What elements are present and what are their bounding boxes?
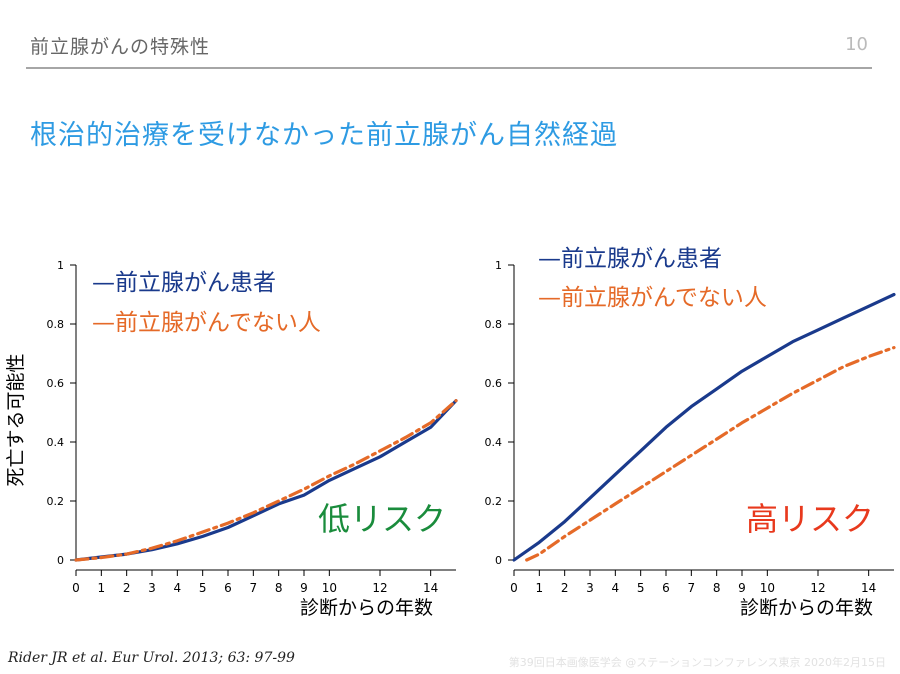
chart2-x-tick-label: 3 bbox=[586, 581, 594, 595]
chart1-x-tick-label: 8 bbox=[275, 581, 283, 595]
chart2-y-tick-label: 0.6 bbox=[485, 377, 503, 390]
chart2-non-patient-line bbox=[525, 346, 896, 562]
chart1-x-tick-label: 2 bbox=[123, 581, 131, 595]
page-number: 10 bbox=[845, 34, 868, 55]
chart2-y-tick-label: 1 bbox=[495, 259, 502, 272]
chart2-x-tick-label: 14 bbox=[861, 581, 876, 595]
section-title: 前立腺がんの特殊性 bbox=[30, 36, 211, 58]
chart2-x-tick-label: 10 bbox=[760, 581, 775, 595]
chart1-legend-entry: —前立腺がんでない人 bbox=[92, 310, 321, 336]
chart1-legend-entry: —前立腺がん患者 bbox=[92, 270, 276, 296]
chart2-x-tick-label: 12 bbox=[810, 581, 825, 595]
chart2-x-tick-label: 7 bbox=[688, 581, 696, 595]
chart2-y-tick-label: 0.2 bbox=[485, 495, 503, 508]
chart1-y-axis-label: 死亡する可能性 bbox=[5, 353, 27, 486]
chart2-risk-label: 高リスク bbox=[746, 500, 874, 538]
chart1-x-tick-label: 4 bbox=[174, 581, 182, 595]
chart1-non-patient-line bbox=[74, 399, 458, 562]
chart1-x-tick-label: 5 bbox=[199, 581, 207, 595]
chart1-x-tick-label: 10 bbox=[322, 581, 337, 595]
chart2-x-axis-label: 診断からの年数 bbox=[740, 597, 873, 619]
chart1-x-tick-label: 0 bbox=[72, 581, 80, 595]
chart1-y-tick-label: 0 bbox=[57, 554, 64, 567]
chart1-patient-line bbox=[74, 399, 458, 562]
chart1-risk-label: 低リスク bbox=[318, 500, 446, 538]
chart1-x-tick-label: 3 bbox=[148, 581, 156, 595]
chart2-x-tick-label: 1 bbox=[536, 581, 544, 595]
chart2-legend-entry: —前立腺がんでない人 bbox=[538, 285, 767, 311]
footer-event-note: 第39回日本画像医学会 @ステーションコンファレンス東京 2020年2月15日 bbox=[508, 656, 886, 669]
chart2-y-tick-label: 0 bbox=[495, 554, 502, 567]
chart1-y-tick-label: 0.6 bbox=[47, 377, 65, 390]
chart1-y-tick-label: 0.2 bbox=[47, 495, 65, 508]
chart2-y-tick-label: 0.4 bbox=[485, 436, 503, 449]
chart1-x-tick-label: 12 bbox=[372, 581, 387, 595]
chart1-x-tick-label: 9 bbox=[300, 581, 308, 595]
chart2-x-tick-label: 8 bbox=[713, 581, 721, 595]
chart1-x-tick-label: 1 bbox=[98, 581, 106, 595]
chart1-y-tick-label: 1 bbox=[57, 259, 64, 272]
chart1-x-tick-label: 14 bbox=[423, 581, 438, 595]
chart2-x-tick-label: 4 bbox=[612, 581, 620, 595]
slide-title: 根治的治療を受けなかった前立腺がん自然経過 bbox=[30, 120, 618, 151]
chart1-x-tick-label: 7 bbox=[250, 581, 258, 595]
citation: Rider JR et al. Eur Urol. 2013; 63: 97-9… bbox=[8, 650, 295, 666]
header-divider bbox=[26, 67, 872, 69]
chart2-x-tick-label: 5 bbox=[637, 581, 645, 595]
chart2-y-tick-label: 0.8 bbox=[485, 318, 503, 331]
chart2-x-tick-label: 9 bbox=[738, 581, 746, 595]
chart2-legend-entry: —前立腺がん患者 bbox=[538, 246, 722, 272]
chart2-x-tick-label: 6 bbox=[662, 581, 670, 595]
chart1-x-axis-label: 診断からの年数 bbox=[300, 597, 433, 619]
chart2-patient-line bbox=[512, 292, 896, 562]
chart1-y-tick-label: 0.8 bbox=[47, 318, 65, 331]
chart1-x-tick-label: 6 bbox=[224, 581, 232, 595]
chart2-x-tick-label: 0 bbox=[510, 581, 518, 595]
chart1-y-tick-label: 0.4 bbox=[47, 436, 65, 449]
chart2-x-tick-label: 2 bbox=[561, 581, 569, 595]
